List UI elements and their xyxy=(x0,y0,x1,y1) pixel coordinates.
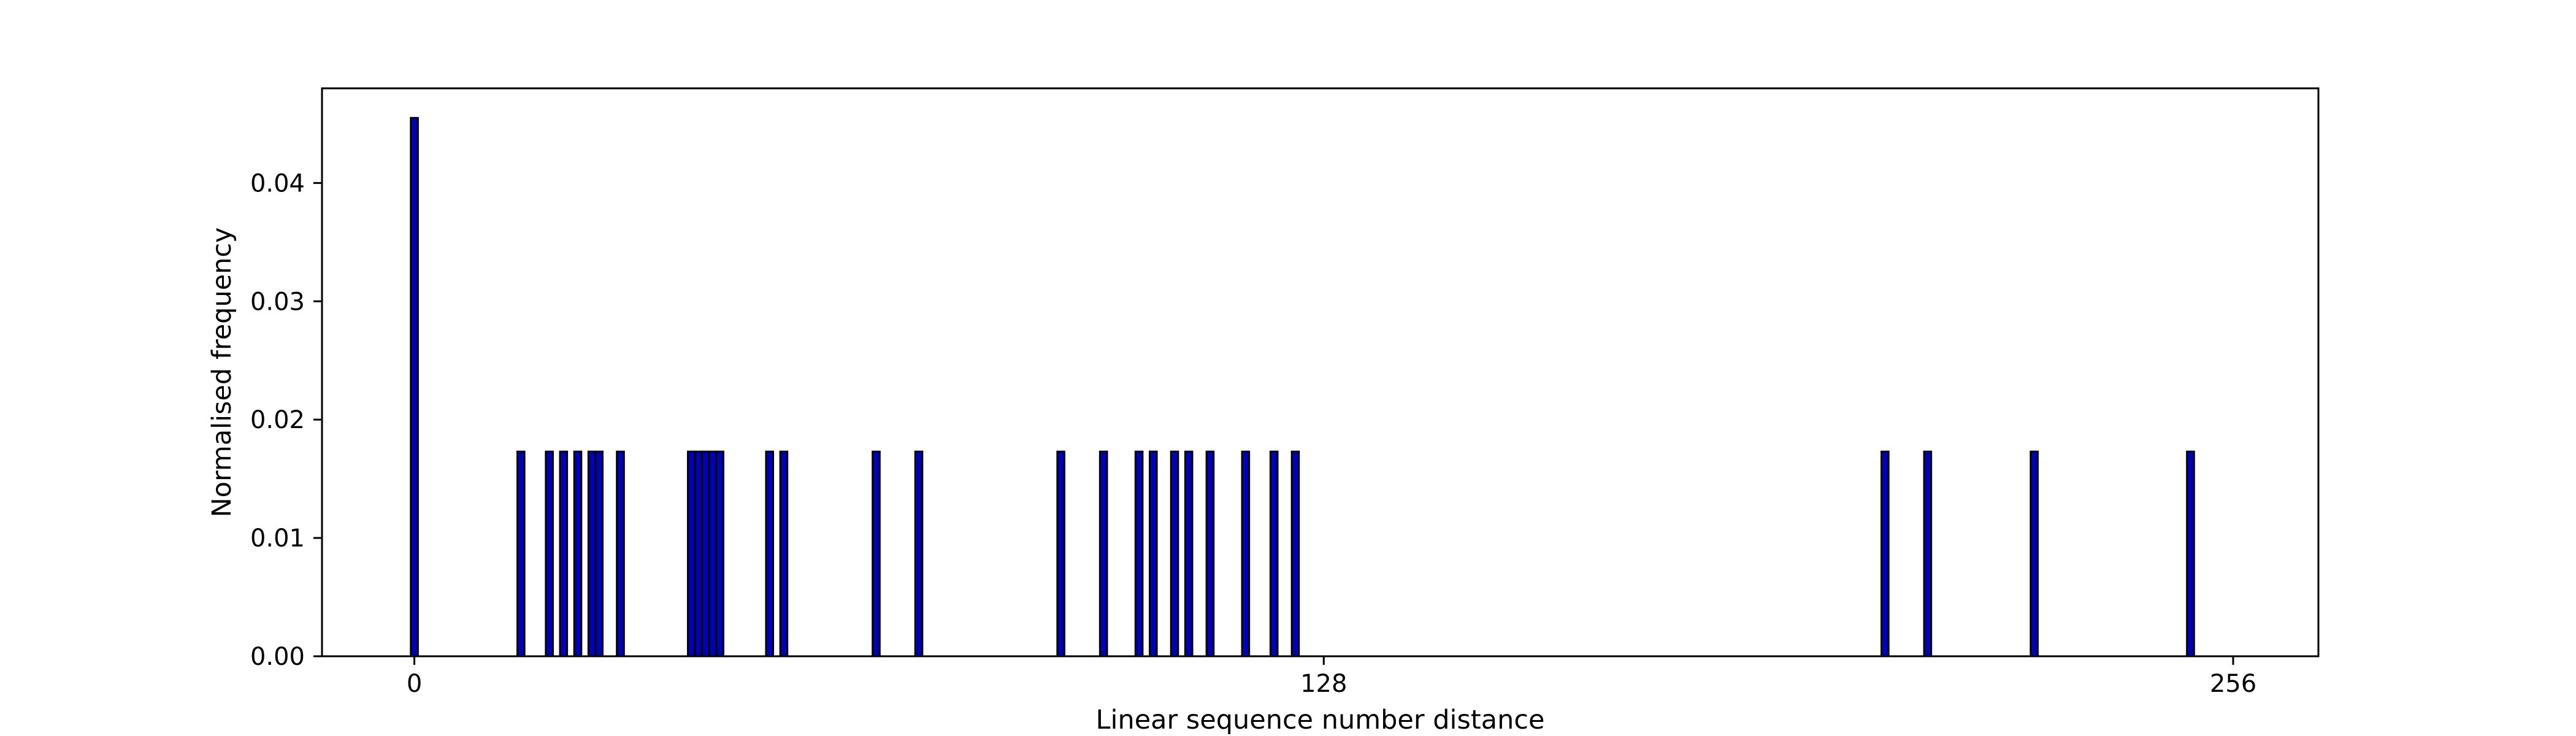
bar xyxy=(1241,450,1251,657)
x-tick-label: 256 xyxy=(2210,670,2256,698)
bar xyxy=(516,450,526,657)
bar xyxy=(594,450,604,657)
y-tick-label: 0.04 xyxy=(250,169,305,197)
y-tick-label: 0.02 xyxy=(250,406,305,434)
bar xyxy=(872,450,881,657)
bar xyxy=(701,450,710,657)
bar xyxy=(1170,450,1179,657)
bar xyxy=(2030,450,2039,657)
bar xyxy=(694,450,703,657)
bar xyxy=(708,450,718,657)
bar xyxy=(1134,450,1144,657)
bar xyxy=(715,450,724,657)
bar xyxy=(1184,450,1194,657)
bar xyxy=(1880,450,1890,657)
y-ticks-group: 0.00 0.01 0.02 0.03 0.04 xyxy=(250,169,322,671)
y-tick-label: 0.01 xyxy=(250,524,305,553)
x-ticks-group: 0 128 256 xyxy=(407,656,2256,698)
bar xyxy=(2186,450,2195,657)
bar xyxy=(1269,450,1279,657)
bar xyxy=(545,450,554,657)
x-tick-label: 0 xyxy=(407,670,422,698)
bar xyxy=(410,117,419,657)
y-tick-label: 0.00 xyxy=(250,643,305,671)
x-axis-label: Linear sequence number distance xyxy=(1096,705,1545,735)
y-axis-label: Normalised frequency xyxy=(207,227,237,517)
bar xyxy=(765,450,775,657)
bar xyxy=(1098,450,1108,657)
bar xyxy=(616,450,625,657)
plot-area-frame xyxy=(321,87,2320,657)
bar xyxy=(559,450,569,657)
bar xyxy=(1290,450,1300,657)
bar xyxy=(914,450,924,657)
y-tick-label: 0.03 xyxy=(250,288,305,316)
bar xyxy=(779,450,789,657)
bar xyxy=(1205,450,1215,657)
bar xyxy=(573,450,583,657)
bar xyxy=(1923,450,1933,657)
bar xyxy=(1148,450,1158,657)
bar xyxy=(587,450,597,657)
bar xyxy=(1056,450,1065,657)
bar xyxy=(687,450,696,657)
x-tick-label: 128 xyxy=(1300,670,1347,698)
